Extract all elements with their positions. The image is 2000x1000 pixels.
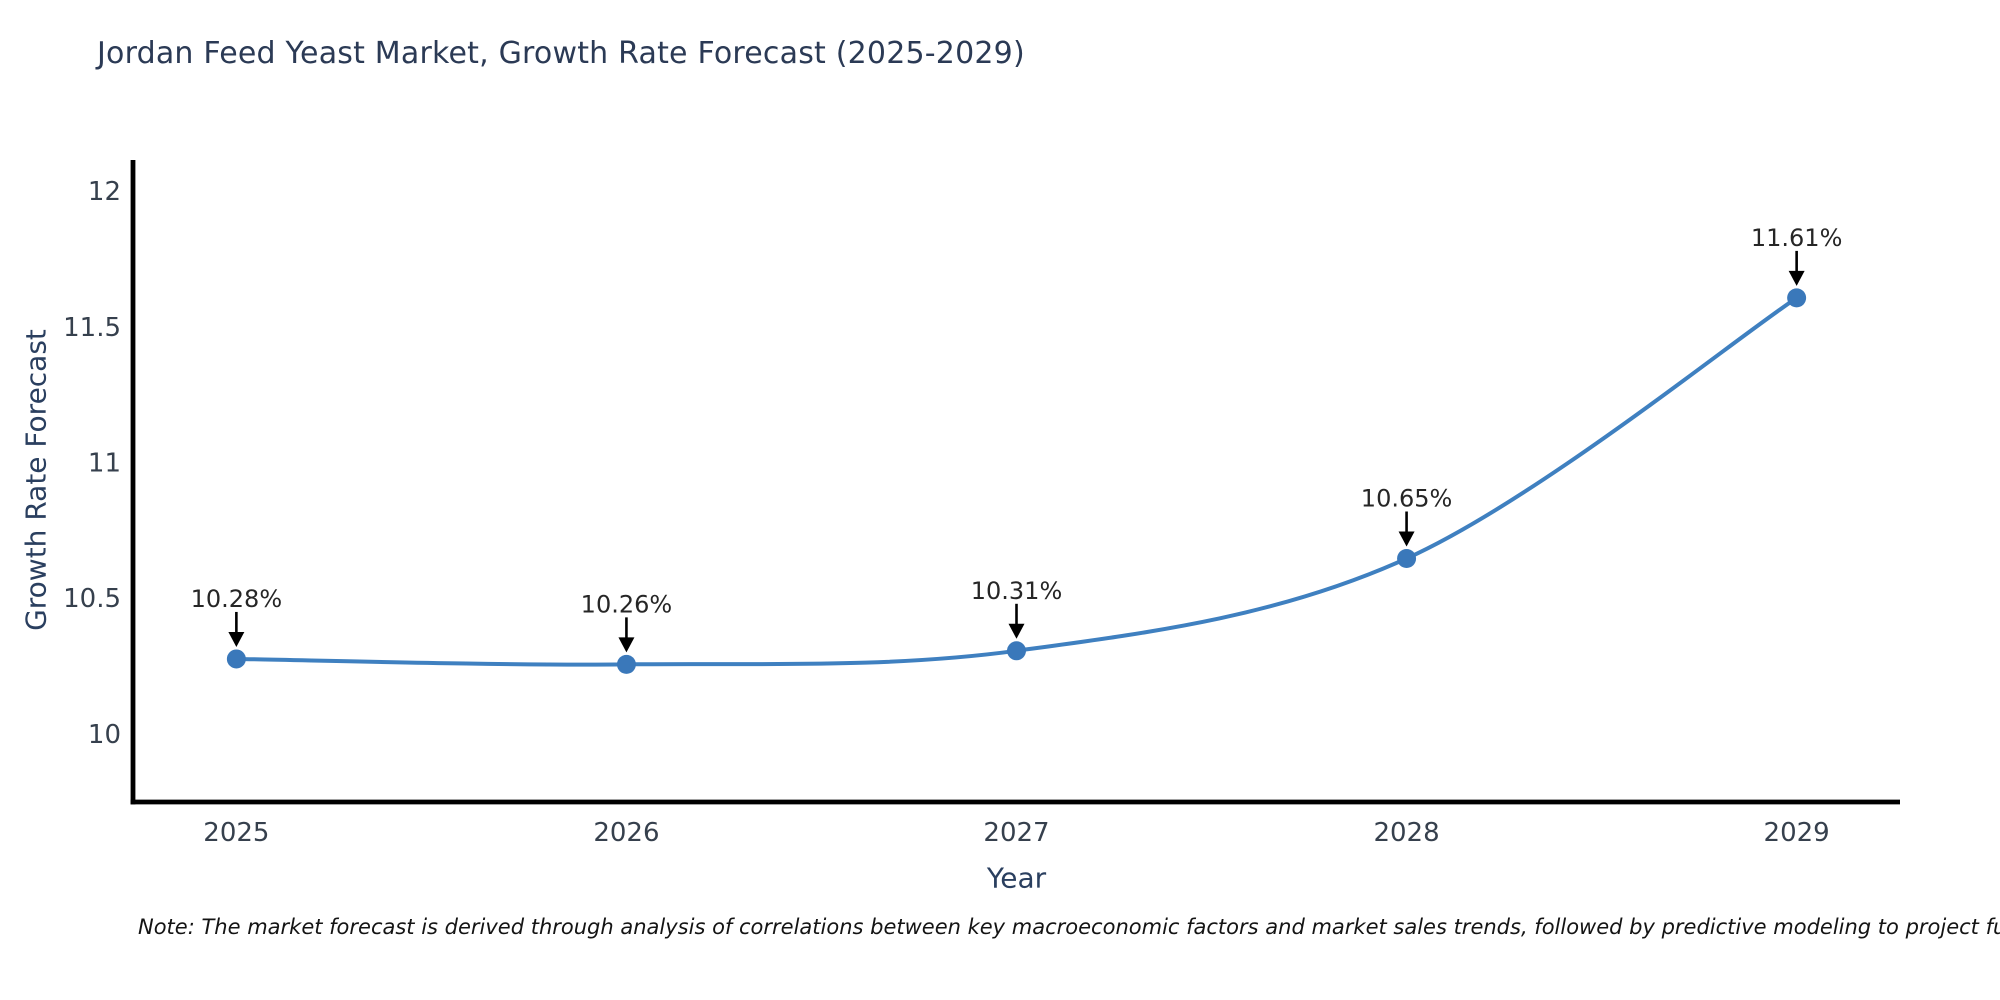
annotation-arrowhead-icon: [618, 637, 635, 653]
y-tick-label: 10: [88, 720, 121, 750]
annotation-label: 11.61%: [1751, 224, 1843, 252]
y-tick-label: 12: [88, 177, 121, 207]
x-tick-label: 2029: [1764, 818, 1830, 848]
x-tick-label: 2025: [203, 818, 269, 848]
annotation-label: 10.65%: [1361, 485, 1453, 513]
y-axis-title: Growth Rate Forecast: [20, 329, 53, 631]
chart-title: Jordan Feed Yeast Market, Growth Rate Fo…: [97, 36, 1025, 71]
data-point-marker[interactable]: [1007, 641, 1026, 661]
x-tick-label: 2026: [593, 818, 659, 848]
data-point-marker[interactable]: [1397, 549, 1417, 569]
annotation-arrowhead-icon: [1398, 531, 1415, 547]
x-tick-label: 2028: [1373, 818, 1439, 848]
y-tick-label: 11.5: [63, 313, 121, 343]
series-line[interactable]: [234, 295, 1799, 667]
x-tick-label: 2027: [983, 818, 1049, 848]
footnote: Note: The market forecast is derived thr…: [138, 915, 2000, 939]
annotation-label: 10.26%: [581, 590, 673, 618]
y-tick-label: 10.5: [63, 584, 121, 614]
data-point-marker[interactable]: [616, 654, 636, 674]
annotation-arrowhead-icon: [1788, 270, 1805, 286]
data-point-marker[interactable]: [1787, 288, 1807, 308]
x-axis-title: Year: [986, 862, 1047, 895]
annotation-label: 10.28%: [191, 585, 283, 613]
annotation-arrowhead-icon: [228, 631, 245, 647]
annotation-label: 10.31%: [971, 577, 1063, 605]
annotation-arrowhead-icon: [1008, 623, 1025, 639]
y-tick-label: 11: [88, 448, 121, 478]
data-point-marker[interactable]: [226, 649, 246, 669]
